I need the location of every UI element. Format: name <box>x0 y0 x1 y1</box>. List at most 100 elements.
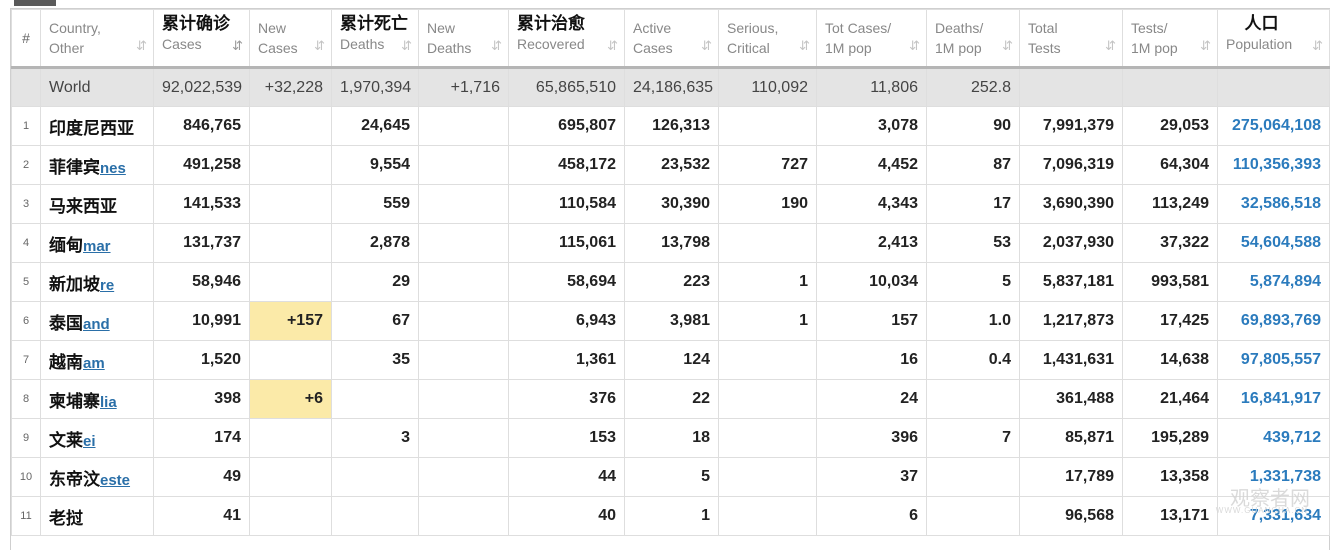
sort-icon[interactable]: ⇵ <box>909 38 920 53</box>
row-index: 10 <box>11 457 41 497</box>
table-row: 2 菲律宾nes 491,258 9,554 458,172 23,532 727 4,452… <box>11 145 1330 185</box>
country-name[interactable]: 柬埔寨lia <box>40 379 154 419</box>
sort-icon[interactable]: ⇵ <box>1002 38 1013 53</box>
cell-new-cases <box>249 457 332 497</box>
country-name[interactable]: 老挝 <box>40 496 154 536</box>
sort-icon[interactable]: ⇵ <box>232 38 243 53</box>
cell-total-tests: 85,871 <box>1019 418 1123 458</box>
cell-population[interactable]: 439,712 <box>1217 418 1330 458</box>
cell-serious: 727 <box>718 145 817 185</box>
country-name[interactable]: 泰国and <box>40 301 154 341</box>
cell-population[interactable]: 32,586,518 <box>1217 184 1330 224</box>
header-total-cases[interactable]: 累计确诊 Cases ⇵ <box>153 9 250 68</box>
world-name: World <box>40 66 154 107</box>
cell-total-cases: 1,520 <box>153 340 250 380</box>
cell-deaths-1m: 87 <box>926 145 1020 185</box>
sort-icon[interactable]: ⇵ <box>607 38 618 53</box>
sort-icon[interactable]: ⇵ <box>799 38 810 53</box>
cell-new-cases: +157 <box>249 301 332 341</box>
table-row: 3 马来西亚 141,533 559 110,584 30,390 190 4,343 17 3,… <box>11 184 1330 224</box>
cell-cases-1m: 24 <box>816 379 927 419</box>
cell-total-deaths <box>331 496 419 536</box>
cell-deaths-1m: 5 <box>926 262 1020 302</box>
cell-total-deaths: 67 <box>331 301 419 341</box>
header-new-deaths[interactable]: New Deaths ⇵ <box>418 9 509 68</box>
cell-population[interactable]: 110,356,393 <box>1217 145 1330 185</box>
header-cases-1m[interactable]: Tot Cases/1M pop ⇵ <box>816 9 927 68</box>
header-tests-1m[interactable]: Tests/1M pop ⇵ <box>1122 9 1218 68</box>
cell-serious: 190 <box>718 184 817 224</box>
cell-total-tests: 2,037,930 <box>1019 223 1123 263</box>
table-header: # Country, Other ⇵ 累计确诊 Cases ⇵ New Cases ⇵ 累计… <box>11 9 1330 68</box>
cell-population[interactable]: 275,064,108 <box>1217 106 1330 146</box>
cell-new-cases <box>249 223 332 263</box>
cell-population[interactable]: 5,874,894 <box>1217 262 1330 302</box>
cell-total-cases: 131,737 <box>153 223 250 263</box>
country-link[interactable]: nes <box>100 159 126 177</box>
top-tab[interactable] <box>14 0 56 6</box>
country-link[interactable]: re <box>100 276 115 294</box>
sort-icon[interactable]: ⇵ <box>1105 38 1116 53</box>
header-total-deaths[interactable]: 累计死亡 Deaths ⇵ <box>331 9 419 68</box>
cell-deaths-1m: 7 <box>926 418 1020 458</box>
sort-icon[interactable]: ⇵ <box>491 38 502 53</box>
country-name[interactable]: 印度尼西亚 <box>40 106 154 146</box>
header-deaths-1m-l2: 1M pop <box>935 40 982 56</box>
header-active[interactable]: Active Cases ⇵ <box>624 9 719 68</box>
country-name-cn: 越南 <box>49 352 83 373</box>
sort-icon[interactable]: ⇵ <box>314 38 325 53</box>
world-index <box>11 66 41 107</box>
sort-icon[interactable]: ⇵ <box>1200 38 1211 53</box>
country-name[interactable]: 越南am <box>40 340 154 380</box>
cell-cases-1m: 3,078 <box>816 106 927 146</box>
cell-cases-1m: 157 <box>816 301 927 341</box>
country-link[interactable]: am <box>83 354 105 372</box>
cell-cases-1m: 10,034 <box>816 262 927 302</box>
header-population[interactable]: 人口 Population ⇵ <box>1217 9 1330 68</box>
sort-icon[interactable]: ⇵ <box>1312 38 1323 53</box>
country-name[interactable]: 菲律宾nes <box>40 145 154 185</box>
header-total-cases-l2: Cases <box>162 36 202 52</box>
cell-recovered: 6,943 <box>508 301 625 341</box>
cell-population[interactable]: 69,893,769 <box>1217 301 1330 341</box>
cell-total-deaths <box>331 379 419 419</box>
header-deaths-1m[interactable]: Deaths/1M pop ⇵ <box>926 9 1020 68</box>
header-new-deaths-l1: New <box>427 20 456 36</box>
cell-total-tests: 7,096,319 <box>1019 145 1123 185</box>
header-total-tests[interactable]: Total Tests ⇵ <box>1019 9 1123 68</box>
country-link[interactable]: and <box>83 315 110 333</box>
country-name[interactable]: 文莱ei <box>40 418 154 458</box>
row-index: 2 <box>11 145 41 185</box>
watermark: 观察者网 <box>1230 486 1310 510</box>
header-new-cases[interactable]: New Cases ⇵ <box>249 9 332 68</box>
sort-icon[interactable]: ⇵ <box>401 38 412 53</box>
country-link[interactable]: lia <box>100 393 117 411</box>
cell-population[interactable]: 1,331,738 <box>1217 457 1330 497</box>
country-name[interactable]: 马来西亚 <box>40 184 154 224</box>
table-row: 1 印度尼西亚 846,765 24,645 695,807 126,313 3,078 90… <box>11 106 1330 146</box>
sort-icon[interactable]: ⇵ <box>136 38 147 53</box>
country-name[interactable]: 缅甸mar <box>40 223 154 263</box>
cell-total-tests: 361,488 <box>1019 379 1123 419</box>
cell-tests-1m: 21,464 <box>1122 379 1218 419</box>
country-name[interactable]: 新加坡re <box>40 262 154 302</box>
cell-new-deaths <box>418 340 509 380</box>
cell-serious <box>718 223 817 263</box>
cell-population[interactable]: 16,841,917 <box>1217 379 1330 419</box>
country-name[interactable]: 东帝汶este <box>40 457 154 497</box>
cell-population[interactable]: 7,331,634 <box>1217 496 1330 536</box>
cell-new-deaths <box>418 106 509 146</box>
header-country[interactable]: Country, Other ⇵ <box>40 9 154 68</box>
header-serious[interactable]: Serious, Critical ⇵ <box>718 9 817 68</box>
header-recovered[interactable]: 累计治愈 Recovered ⇵ <box>508 9 625 68</box>
country-link[interactable]: ei <box>83 432 96 450</box>
cell-new-deaths <box>418 145 509 185</box>
cell-population[interactable]: 97,805,557 <box>1217 340 1330 380</box>
country-link[interactable]: mar <box>83 237 111 255</box>
covid-stats-table: # Country, Other ⇵ 累计确诊 Cases ⇵ New Cases ⇵ 累计… <box>11 9 1330 536</box>
cell-active: 18 <box>624 418 719 458</box>
cell-population[interactable]: 54,604,588 <box>1217 223 1330 263</box>
world-new-deaths: +1,716 <box>418 66 509 107</box>
country-link[interactable]: este <box>100 471 131 489</box>
sort-icon[interactable]: ⇵ <box>701 38 712 53</box>
